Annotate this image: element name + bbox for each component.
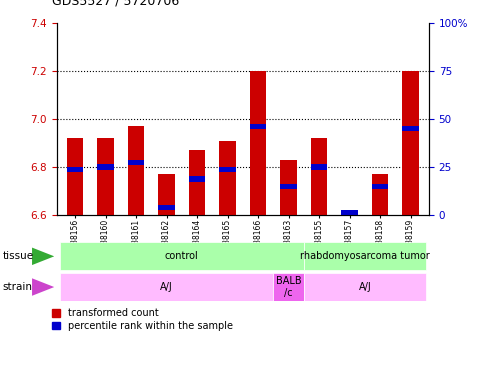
Legend: transformed count, percentile rank within the sample: transformed count, percentile rank withi… bbox=[52, 308, 233, 331]
Bar bbox=[97, 138, 114, 215]
Bar bbox=[280, 184, 297, 189]
Text: tissue: tissue bbox=[2, 251, 34, 262]
Bar bbox=[128, 126, 144, 215]
Text: GDS5527 / 5720706: GDS5527 / 5720706 bbox=[52, 0, 179, 8]
Bar bbox=[402, 71, 419, 215]
Bar bbox=[372, 184, 388, 189]
Bar bbox=[402, 126, 419, 131]
Bar bbox=[189, 176, 206, 182]
Bar bbox=[60, 243, 304, 270]
Bar bbox=[219, 167, 236, 172]
Bar bbox=[311, 164, 327, 170]
Bar bbox=[67, 138, 83, 215]
Text: strain: strain bbox=[2, 282, 33, 292]
Bar bbox=[341, 210, 358, 215]
Bar bbox=[60, 273, 273, 301]
Bar bbox=[372, 174, 388, 215]
Bar bbox=[249, 71, 266, 215]
Bar bbox=[311, 138, 327, 215]
Bar bbox=[67, 167, 83, 172]
Text: rhabdomyosarcoma tumor: rhabdomyosarcoma tumor bbox=[300, 251, 430, 262]
Bar bbox=[158, 205, 175, 210]
Bar bbox=[189, 150, 206, 215]
Bar bbox=[280, 160, 297, 215]
Polygon shape bbox=[32, 248, 54, 265]
Bar bbox=[158, 174, 175, 215]
Bar bbox=[249, 124, 266, 129]
Text: control: control bbox=[165, 251, 199, 262]
Bar bbox=[97, 164, 114, 170]
Bar bbox=[273, 273, 304, 301]
Bar bbox=[128, 160, 144, 165]
Text: BALB
/c: BALB /c bbox=[276, 276, 301, 298]
Text: A/J: A/J bbox=[160, 282, 173, 292]
Bar bbox=[304, 273, 426, 301]
Polygon shape bbox=[32, 278, 54, 296]
Bar bbox=[304, 243, 426, 270]
Bar bbox=[219, 141, 236, 215]
Text: A/J: A/J bbox=[358, 282, 371, 292]
